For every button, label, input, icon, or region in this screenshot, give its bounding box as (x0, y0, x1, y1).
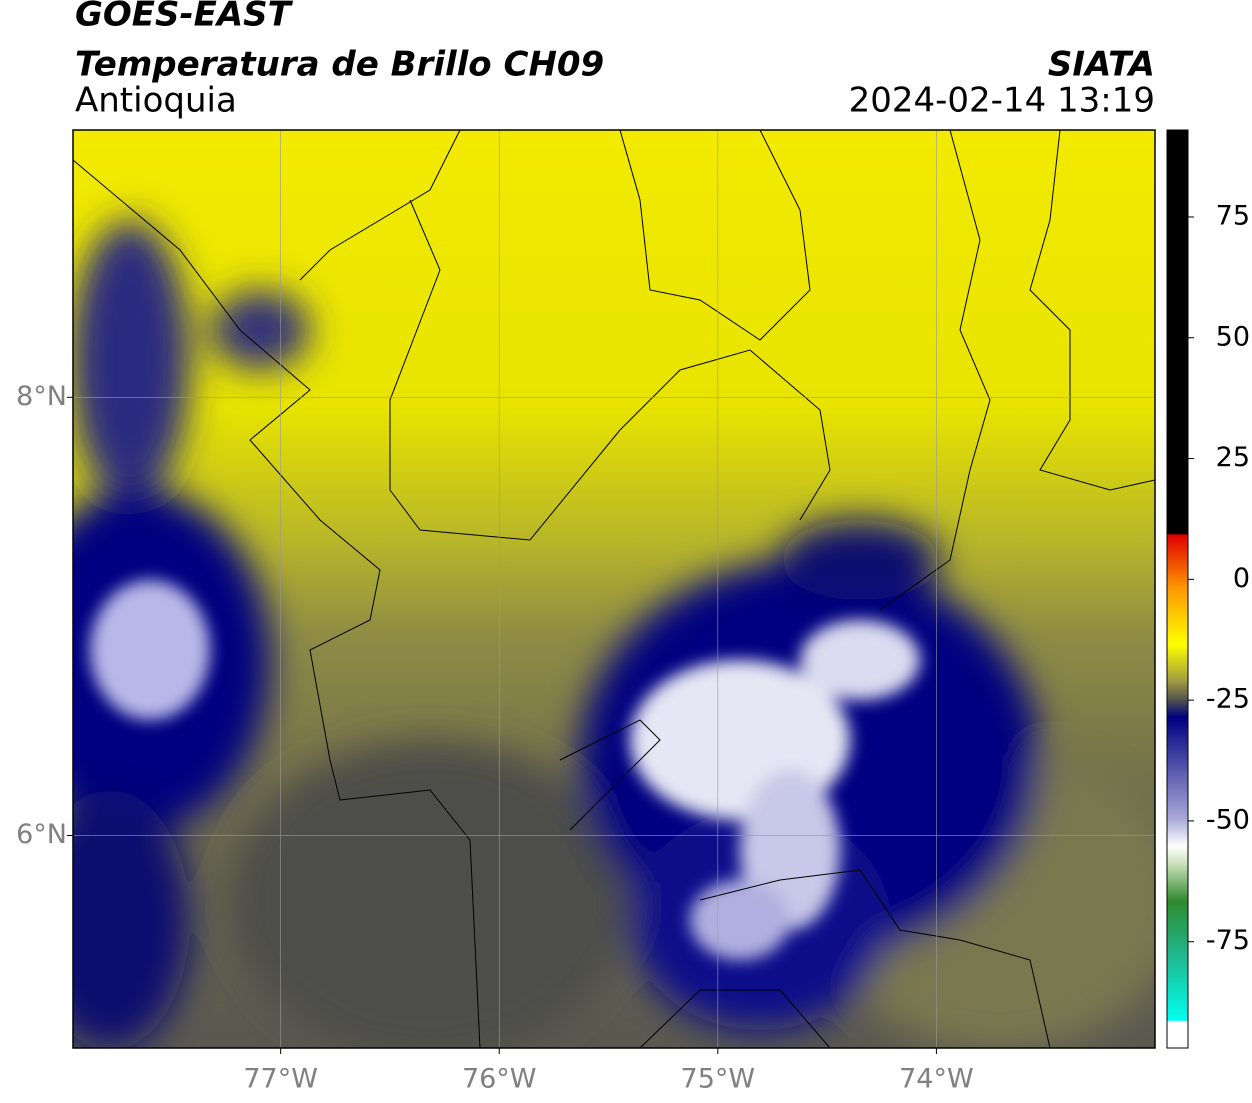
lon-tick-label: 75°W (681, 1064, 756, 1095)
colorbar-tick-label: -75 (1206, 925, 1250, 956)
colorbar-tick-label: -50 (1206, 804, 1250, 835)
map-frame (72, 129, 1156, 1049)
colorbar-tick-label: 0 (1233, 563, 1250, 594)
satellite: GOES-EAST (75, 0, 294, 35)
colorbar-tick-label: -25 (1206, 684, 1250, 715)
lon-tick-label: 76°W (462, 1064, 537, 1095)
colorbar-tick-label: 75 (1216, 200, 1250, 231)
product: Temperatura de Brillo CH09 (75, 45, 604, 85)
colorbar-tick-label: 50 (1216, 321, 1250, 352)
imagery (73, 130, 1155, 1048)
region: Antioquia (75, 81, 237, 121)
lon-tick-label: 74°W (899, 1064, 974, 1095)
datetime: 2024-02-14 13:19 (849, 81, 1155, 121)
colorbar-tick-label: 25 (1216, 442, 1250, 473)
colorbar (1166, 129, 1189, 1049)
lat-tick-label: 8°N (16, 381, 67, 412)
agency: SIATA (1048, 45, 1155, 85)
lat-tick-label: 6°N (16, 819, 67, 850)
lon-tick-label: 77°W (243, 1064, 318, 1095)
